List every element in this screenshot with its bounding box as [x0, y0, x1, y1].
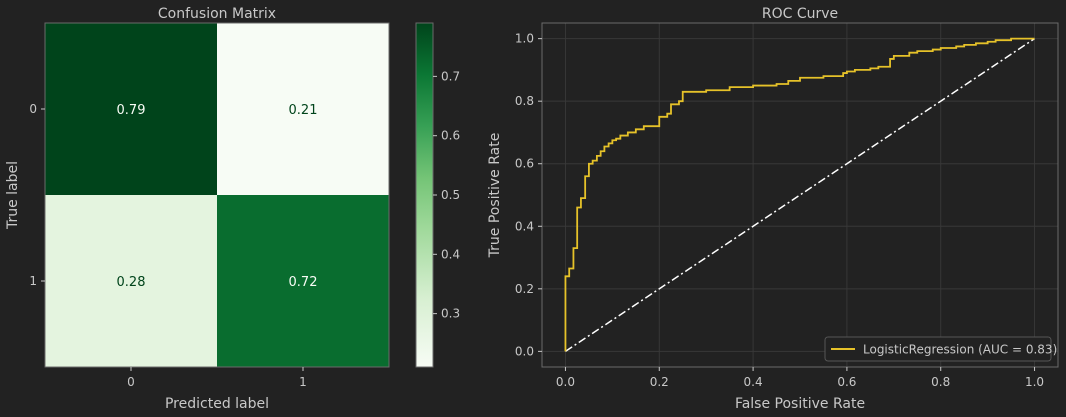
cm-cell-label: 0.79: [117, 103, 146, 118]
roc-xtick-label: 1.0: [1025, 375, 1044, 389]
cm-ylabel: True label: [5, 161, 21, 230]
legend-box: [824, 336, 1052, 362]
cm-cell-label: 0.21: [289, 103, 318, 118]
roc-panel: ROC Curve 0.0 0.2 0.4 0.6 0.8 1.0 0.0 0.2 0.4 0.6…: [487, 6, 1059, 412]
cm-cell: [217, 195, 389, 367]
cm-xtick-label: 1: [299, 375, 307, 389]
roc-ytick-label: 0.0: [515, 344, 534, 358]
roc-grid: [542, 23, 1058, 367]
roc-xtick-label: 0.2: [650, 375, 669, 389]
roc-xtick-label: 0.4: [744, 375, 763, 389]
cm-cell-label: 0.28: [117, 275, 146, 290]
colorbar-gradient: [415, 22, 434, 368]
roc-ytick-label: 0.6: [515, 157, 534, 171]
colorbar-tick-label: 0.5: [441, 188, 460, 202]
roc-xtick-label: 0.6: [837, 375, 856, 389]
colorbar-ticks: 0.3 0.4 0.5 0.6 0.7: [433, 69, 460, 321]
cm-ytick-label: 0: [29, 102, 37, 116]
cm-cell: [217, 23, 389, 195]
cm-frame: [44, 22, 390, 368]
chance-line: [565, 38, 1035, 352]
roc-ylabel: True Positive Rate: [487, 133, 503, 259]
cm-xlabel: Predicted label: [165, 396, 269, 412]
cm-ticks: 0 1 0 1: [29, 102, 306, 389]
cm-xtick-label: 0: [127, 375, 135, 389]
cm-cells: 0.79 0.21 0.28 0.72: [45, 23, 389, 367]
colorbar-tick-label: 0.7: [441, 69, 460, 83]
roc-legend: LogisticRegression (AUC = 0.83): [824, 336, 1057, 362]
roc-ytick-label: 0.2: [515, 282, 534, 296]
colorbar-tick-label: 0.4: [441, 247, 460, 261]
roc-xlabel: False Positive Rate: [735, 396, 865, 412]
cm-cell: [45, 195, 217, 367]
roc-ytick-label: 0.4: [515, 219, 534, 233]
legend-label: LogisticRegression (AUC = 0.83): [863, 343, 1057, 357]
roc-ticks: 0.0 0.2 0.4 0.6 0.8 1.0 0.0 0.2 0.4 0.6 0.8 1.0: [515, 32, 1044, 389]
colorbar: 0.3 0.4 0.5 0.6 0.7: [415, 22, 460, 368]
roc-curve: [564, 37, 1035, 352]
roc-xtick-label: 0.8: [931, 375, 950, 389]
colorbar-tick-label: 0.3: [441, 307, 460, 321]
roc-lines: [564, 37, 1035, 352]
colorbar-tick-label: 0.6: [441, 129, 460, 143]
cm-cell: [45, 23, 217, 195]
roc-ytick-label: 1.0: [515, 32, 534, 46]
roc-xtick-label: 0.0: [556, 375, 575, 389]
confusion-matrix-panel: Confusion Matrix 0.79 0.21 0.28 0.72 0 1 0 1 P…: [5, 6, 390, 412]
roc-title: ROC Curve: [762, 6, 838, 22]
cm-title: Confusion Matrix: [158, 6, 276, 22]
cm-cell-label: 0.72: [289, 275, 318, 290]
roc-frame: [541, 22, 1059, 368]
roc-ytick-label: 0.8: [515, 94, 534, 108]
cm-ytick-label: 1: [29, 274, 37, 288]
